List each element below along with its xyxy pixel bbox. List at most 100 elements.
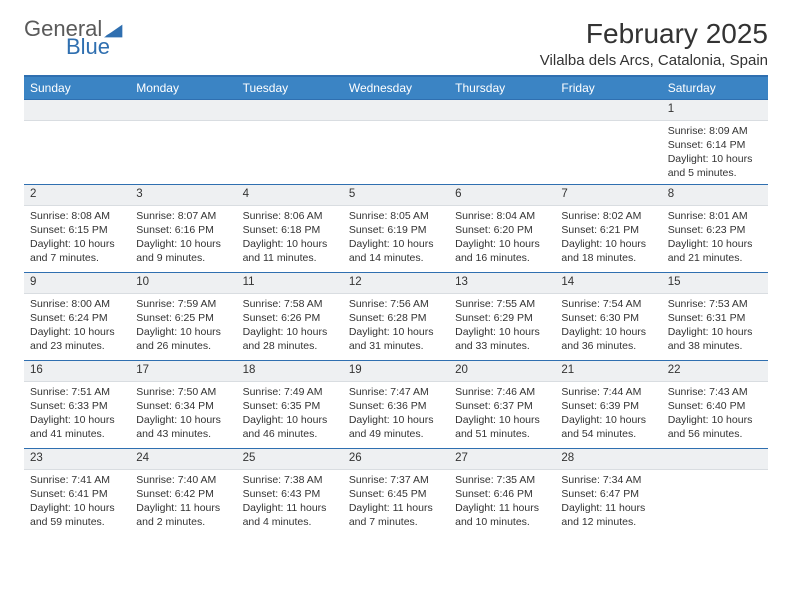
- daylight-text: Daylight: 10 hours and 23 minutes.: [30, 325, 124, 353]
- day-number: 21: [555, 360, 661, 382]
- sunrise-text: Sunrise: 8:08 AM: [30, 209, 124, 223]
- day-details: Sunrise: 7:55 AMSunset: 6:29 PMDaylight:…: [449, 294, 555, 358]
- calendar-header-row: SundayMondayTuesdayWednesdayThursdayFrid…: [24, 77, 768, 99]
- day-details: Sunrise: 8:06 AMSunset: 6:18 PMDaylight:…: [237, 206, 343, 270]
- day-number: 11: [237, 272, 343, 294]
- calendar-cell: [662, 448, 768, 536]
- daylight-text: Daylight: 10 hours and 11 minutes.: [243, 237, 337, 265]
- sunset-text: Sunset: 6:14 PM: [668, 138, 762, 152]
- day-number: 2: [24, 184, 130, 206]
- day-number: 26: [343, 448, 449, 470]
- sunset-text: Sunset: 6:24 PM: [30, 311, 124, 325]
- calendar-week: 9Sunrise: 8:00 AMSunset: 6:24 PMDaylight…: [24, 272, 768, 360]
- daylight-text: Daylight: 10 hours and 16 minutes.: [455, 237, 549, 265]
- day-details: Sunrise: 8:05 AMSunset: 6:19 PMDaylight:…: [343, 206, 449, 270]
- day-details: [24, 121, 130, 171]
- sunrise-text: Sunrise: 7:58 AM: [243, 297, 337, 311]
- day-header: Monday: [130, 77, 236, 99]
- calendar-cell: 26Sunrise: 7:37 AMSunset: 6:45 PMDayligh…: [343, 448, 449, 536]
- calendar-cell: 10Sunrise: 7:59 AMSunset: 6:25 PMDayligh…: [130, 272, 236, 360]
- sunset-text: Sunset: 6:43 PM: [243, 487, 337, 501]
- calendar-week: 1Sunrise: 8:09 AMSunset: 6:14 PMDaylight…: [24, 99, 768, 184]
- sunset-text: Sunset: 6:21 PM: [561, 223, 655, 237]
- day-number: 15: [662, 272, 768, 294]
- day-number: [24, 99, 130, 121]
- day-details: Sunrise: 8:00 AMSunset: 6:24 PMDaylight:…: [24, 294, 130, 358]
- day-header: Thursday: [449, 77, 555, 99]
- calendar-week: 2Sunrise: 8:08 AMSunset: 6:15 PMDaylight…: [24, 184, 768, 272]
- day-details: Sunrise: 7:59 AMSunset: 6:25 PMDaylight:…: [130, 294, 236, 358]
- sunrise-text: Sunrise: 8:02 AM: [561, 209, 655, 223]
- sunset-text: Sunset: 6:34 PM: [136, 399, 230, 413]
- daylight-text: Daylight: 11 hours and 2 minutes.: [136, 501, 230, 529]
- day-details: [343, 121, 449, 171]
- daylight-text: Daylight: 10 hours and 31 minutes.: [349, 325, 443, 353]
- daylight-text: Daylight: 10 hours and 14 minutes.: [349, 237, 443, 265]
- sunset-text: Sunset: 6:20 PM: [455, 223, 549, 237]
- daylight-text: Daylight: 10 hours and 51 minutes.: [455, 413, 549, 441]
- day-details: Sunrise: 7:34 AMSunset: 6:47 PMDaylight:…: [555, 470, 661, 534]
- day-details: Sunrise: 7:50 AMSunset: 6:34 PMDaylight:…: [130, 382, 236, 446]
- daylight-text: Daylight: 10 hours and 18 minutes.: [561, 237, 655, 265]
- calendar-week: 23Sunrise: 7:41 AMSunset: 6:41 PMDayligh…: [24, 448, 768, 536]
- day-details: Sunrise: 7:40 AMSunset: 6:42 PMDaylight:…: [130, 470, 236, 534]
- sunset-text: Sunset: 6:41 PM: [30, 487, 124, 501]
- day-number: 5: [343, 184, 449, 206]
- daylight-text: Daylight: 10 hours and 7 minutes.: [30, 237, 124, 265]
- daylight-text: Daylight: 10 hours and 41 minutes.: [30, 413, 124, 441]
- day-details: Sunrise: 7:54 AMSunset: 6:30 PMDaylight:…: [555, 294, 661, 358]
- sunrise-text: Sunrise: 7:55 AM: [455, 297, 549, 311]
- daylight-text: Daylight: 10 hours and 21 minutes.: [668, 237, 762, 265]
- sunrise-text: Sunrise: 8:01 AM: [668, 209, 762, 223]
- day-number: 13: [449, 272, 555, 294]
- daylight-text: Daylight: 10 hours and 33 minutes.: [455, 325, 549, 353]
- sunrise-text: Sunrise: 8:06 AM: [243, 209, 337, 223]
- day-details: Sunrise: 7:53 AMSunset: 6:31 PMDaylight:…: [662, 294, 768, 358]
- calendar-cell: [449, 99, 555, 184]
- sunrise-text: Sunrise: 7:34 AM: [561, 473, 655, 487]
- daylight-text: Daylight: 10 hours and 46 minutes.: [243, 413, 337, 441]
- calendar-cell: 19Sunrise: 7:47 AMSunset: 6:36 PMDayligh…: [343, 360, 449, 448]
- sunset-text: Sunset: 6:19 PM: [349, 223, 443, 237]
- day-details: Sunrise: 7:43 AMSunset: 6:40 PMDaylight:…: [662, 382, 768, 446]
- calendar-cell: 6Sunrise: 8:04 AMSunset: 6:20 PMDaylight…: [449, 184, 555, 272]
- calendar-cell: [24, 99, 130, 184]
- day-number: 9: [24, 272, 130, 294]
- day-details: Sunrise: 8:09 AMSunset: 6:14 PMDaylight:…: [662, 121, 768, 185]
- sunset-text: Sunset: 6:37 PM: [455, 399, 549, 413]
- day-details: [555, 121, 661, 171]
- sunrise-text: Sunrise: 7:35 AM: [455, 473, 549, 487]
- calendar-cell: 1Sunrise: 8:09 AMSunset: 6:14 PMDaylight…: [662, 99, 768, 184]
- day-number: 18: [237, 360, 343, 382]
- daylight-text: Daylight: 10 hours and 26 minutes.: [136, 325, 230, 353]
- sunset-text: Sunset: 6:26 PM: [243, 311, 337, 325]
- calendar-cell: 8Sunrise: 8:01 AMSunset: 6:23 PMDaylight…: [662, 184, 768, 272]
- calendar-cell: 13Sunrise: 7:55 AMSunset: 6:29 PMDayligh…: [449, 272, 555, 360]
- brand-logo: General Blue: [24, 18, 126, 58]
- day-header: Tuesday: [237, 77, 343, 99]
- calendar-cell: 14Sunrise: 7:54 AMSunset: 6:30 PMDayligh…: [555, 272, 661, 360]
- day-number: 1: [662, 99, 768, 121]
- day-number: [555, 99, 661, 121]
- sunset-text: Sunset: 6:40 PM: [668, 399, 762, 413]
- day-number: 16: [24, 360, 130, 382]
- day-details: Sunrise: 8:01 AMSunset: 6:23 PMDaylight:…: [662, 206, 768, 270]
- sunrise-text: Sunrise: 7:44 AM: [561, 385, 655, 399]
- calendar-cell: [130, 99, 236, 184]
- sunrise-text: Sunrise: 7:37 AM: [349, 473, 443, 487]
- daylight-text: Daylight: 11 hours and 4 minutes.: [243, 501, 337, 529]
- daylight-text: Daylight: 10 hours and 56 minutes.: [668, 413, 762, 441]
- sunset-text: Sunset: 6:18 PM: [243, 223, 337, 237]
- calendar-page: General Blue February 2025 Vilalba dels …: [0, 0, 792, 536]
- calendar-cell: 4Sunrise: 8:06 AMSunset: 6:18 PMDaylight…: [237, 184, 343, 272]
- calendar-cell: 17Sunrise: 7:50 AMSunset: 6:34 PMDayligh…: [130, 360, 236, 448]
- sunrise-text: Sunrise: 7:38 AM: [243, 473, 337, 487]
- calendar-week: 16Sunrise: 7:51 AMSunset: 6:33 PMDayligh…: [24, 360, 768, 448]
- day-header: Sunday: [24, 77, 130, 99]
- sunrise-text: Sunrise: 7:51 AM: [30, 385, 124, 399]
- calendar-cell: 3Sunrise: 8:07 AMSunset: 6:16 PMDaylight…: [130, 184, 236, 272]
- day-details: Sunrise: 8:08 AMSunset: 6:15 PMDaylight:…: [24, 206, 130, 270]
- sunset-text: Sunset: 6:16 PM: [136, 223, 230, 237]
- sunrise-text: Sunrise: 8:07 AM: [136, 209, 230, 223]
- day-number: 25: [237, 448, 343, 470]
